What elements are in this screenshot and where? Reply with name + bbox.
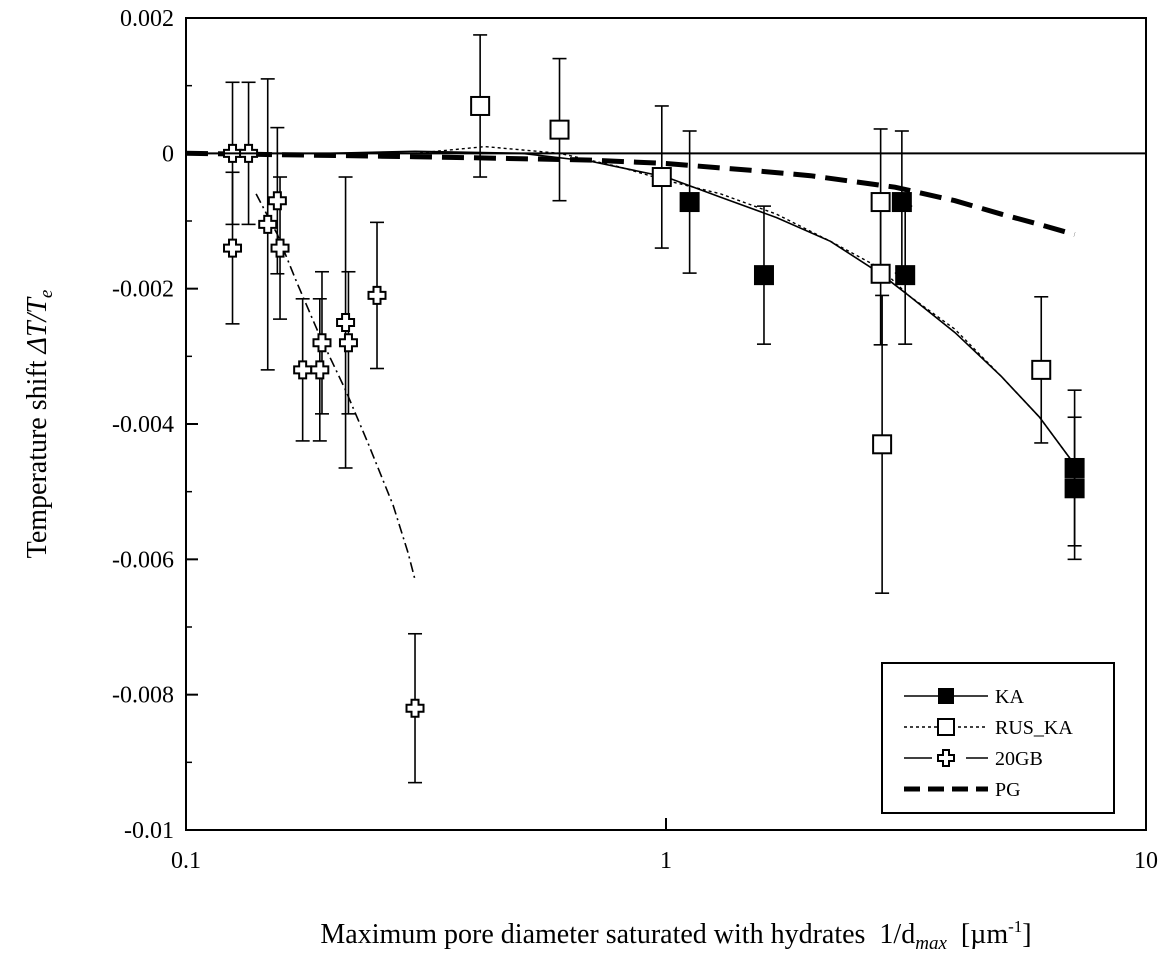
- point-ka: [1064, 457, 1085, 478]
- point-20gb: [310, 360, 330, 380]
- curve-pg: [185, 150, 1076, 237]
- y-tick-label: -0.01: [124, 818, 174, 844]
- legend: KA RUS_KA 20GB PG: [881, 662, 1115, 814]
- x-tick-label: 1: [660, 848, 672, 874]
- x-tick-label: 10: [1134, 848, 1158, 874]
- legend-entry-rus-ka: RUS_KA: [904, 717, 1073, 739]
- point-rus-ka: [651, 167, 672, 188]
- point-ka: [895, 265, 916, 286]
- point-ka: [679, 192, 700, 213]
- point-20gb: [336, 313, 356, 332]
- legend-pg-label: PG: [995, 779, 1021, 801]
- point-20gb: [367, 285, 387, 305]
- point-rus-ka: [872, 434, 893, 455]
- curve-rus-ka: [186, 145, 1076, 466]
- point-rus-ka: [549, 119, 570, 140]
- point-ka: [1064, 478, 1085, 499]
- point-20gb: [267, 191, 287, 211]
- ticks-layer: [185, 17, 1147, 831]
- x-tick-label: 0.1: [171, 848, 201, 874]
- y-tick-label: -0.002: [112, 277, 174, 303]
- point-ka: [891, 192, 912, 213]
- legend-ka-marker: [938, 688, 954, 704]
- legend-entry-pg: PG: [904, 779, 1021, 801]
- y-tick-label: -0.006: [112, 547, 174, 573]
- point-20gb: [258, 214, 278, 234]
- point-20gb: [405, 698, 425, 718]
- point-rus-ka: [1031, 359, 1052, 380]
- point-20gb: [312, 333, 332, 353]
- legend-ka-label: KA: [995, 686, 1024, 708]
- point-20gb: [293, 360, 313, 380]
- legend-20gb-marker: [937, 749, 955, 767]
- point-ka: [753, 265, 774, 286]
- y-tick-label: -0.004: [112, 412, 174, 438]
- point-rus-ka: [870, 192, 891, 213]
- y-tick-label: 0.002: [120, 6, 174, 32]
- markers-layer: [223, 95, 1085, 718]
- point-20gb: [223, 238, 243, 258]
- legend-20gb-label: 20GB: [995, 748, 1043, 770]
- legend-entry-20gb: 20GB: [904, 748, 1043, 770]
- legend-rus-ka-marker: [937, 718, 955, 736]
- point-rus-ka: [870, 263, 891, 284]
- legend-frame: [881, 662, 1115, 814]
- curve-ka: [186, 150, 1076, 466]
- x-axis-title: Maximum pore diameter saturated with hyd…: [320, 917, 1031, 954]
- y-tick-label: -0.008: [112, 683, 174, 709]
- y-tick-label: 0: [162, 141, 174, 167]
- legend-rus-ka-label: RUS_KA: [995, 717, 1073, 739]
- ticklabels-layer: 0.002 0 -0.002 -0.004 -0.006 -0.008 -0.01 0.1 1 1…: [112, 6, 1158, 874]
- point-rus-ka: [470, 95, 491, 116]
- point-20gb: [270, 238, 290, 258]
- point-20gb: [338, 333, 358, 353]
- legend-entry-ka: KA: [904, 686, 1024, 708]
- y-axis-title: Temperature shift ΔT/Te: [22, 290, 57, 559]
